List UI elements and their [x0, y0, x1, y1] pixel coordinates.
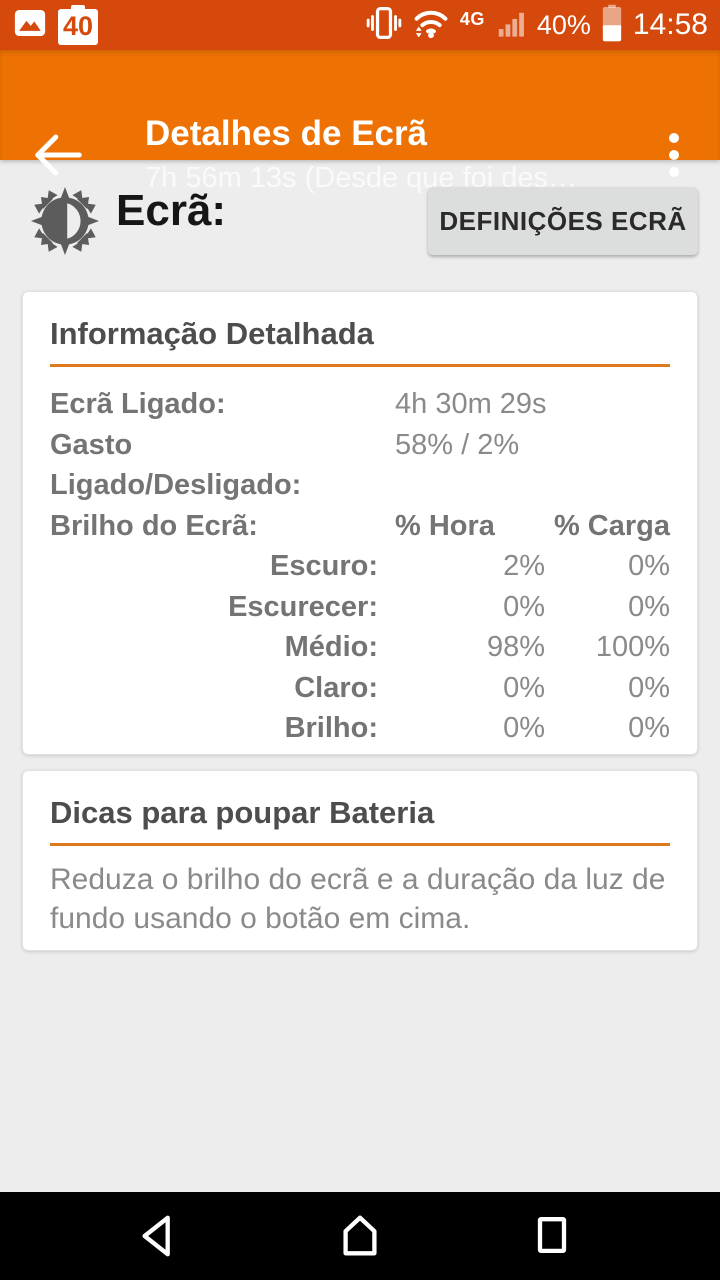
row-label: Escuro:	[270, 550, 378, 582]
tips-card-title: Dicas para poupar Bateria	[50, 795, 435, 830]
row-value-hora: 0%	[503, 671, 545, 704]
battery-icon	[600, 4, 624, 47]
table-row: Brilho: 0% 0%	[50, 708, 670, 749]
row-label: Brilho:	[284, 712, 378, 744]
row-value-carga: 0%	[628, 550, 670, 582]
battery-tips-card: Dicas para poupar Bateria Reduza o brilh…	[22, 770, 698, 951]
battery-badge-number: 40	[62, 11, 94, 41]
table-row: Gasto Ligado/Desligado: 58% / 2%	[50, 425, 670, 506]
table-row: Escuro: 2% 0%	[50, 546, 670, 587]
row-value-carga: 100%	[595, 631, 670, 663]
row-label: Médio:	[284, 631, 378, 663]
status-bar: 40 4G	[0, 0, 720, 50]
column-header-hora: % Hora	[395, 509, 495, 542]
nav-back-icon[interactable]	[136, 1211, 184, 1261]
row-label: Brilho do Ecrã:	[50, 509, 258, 542]
table-row: Médio: 98% 100%	[50, 627, 670, 668]
row-value-carga: 0%	[628, 712, 670, 744]
row-label: Claro:	[294, 671, 378, 704]
network-type-label: 4G	[459, 8, 485, 29]
screen-header-section: Ecrã: DEFINIÇÕES ECRÃ	[0, 160, 720, 290]
row-label: Gasto Ligado/Desligado:	[50, 428, 302, 502]
table-row: Ecrã Ligado: 4h 30m 29s	[50, 384, 670, 425]
row-value-hora: 2%	[503, 550, 545, 582]
nav-home-icon[interactable]	[336, 1211, 384, 1261]
clock-label: 14:58	[632, 8, 708, 41]
android-navigation-bar	[0, 1192, 720, 1280]
table-row: Escurecer: 0% 0%	[50, 587, 670, 628]
back-arrow-icon[interactable]	[30, 127, 86, 183]
row-value: 58% / 2%	[395, 428, 520, 461]
nav-recents-icon[interactable]	[528, 1211, 576, 1261]
detail-table: Ecrã Ligado: 4h 30m 29s Gasto Ligado/Des…	[50, 384, 670, 749]
wifi-icon	[411, 5, 451, 46]
tips-body-text: Reduza o brilho do ecrã e a duração da l…	[50, 863, 666, 935]
screen-section-title: Ecrã:	[116, 186, 227, 235]
signal-strength-icon	[494, 6, 528, 45]
row-value: 4h 30m 29s	[395, 388, 547, 420]
row-value-carga: 0%	[628, 671, 670, 704]
detail-card-title: Informação Detalhada	[50, 316, 374, 351]
brightness-icon	[28, 182, 102, 260]
screen-settings-button[interactable]: DEFINIÇÕES ECRÃ	[428, 187, 698, 255]
photo-icon	[12, 5, 48, 46]
table-header-row: Brilho do Ecrã: % Hora % Carga	[50, 506, 670, 547]
row-value-hora: 0%	[503, 712, 545, 744]
row-label: Ecrã Ligado:	[50, 388, 226, 420]
divider	[50, 364, 670, 367]
row-value-hora: 0%	[503, 590, 545, 623]
app-bar: Detalhes de Ecrã 7h 56m 13s (Desde que f…	[0, 50, 720, 194]
overflow-menu-icon[interactable]	[654, 125, 694, 185]
battery-percent-label: 40%	[536, 9, 591, 40]
row-value-carga: 0%	[628, 590, 670, 623]
row-value-hora: 98%	[486, 631, 545, 663]
row-label: Escurecer:	[228, 590, 378, 623]
vibrate-icon	[366, 5, 402, 46]
battery-level-badge-icon: 40	[58, 4, 98, 45]
column-header-carga: % Carga	[553, 509, 670, 542]
table-row: Claro: 0% 0%	[50, 668, 670, 709]
divider	[50, 843, 670, 846]
page-title: Detalhes de Ecrã	[145, 114, 428, 153]
detailed-info-card: Informação Detalhada Ecrã Ligado: 4h 30m…	[22, 291, 698, 755]
